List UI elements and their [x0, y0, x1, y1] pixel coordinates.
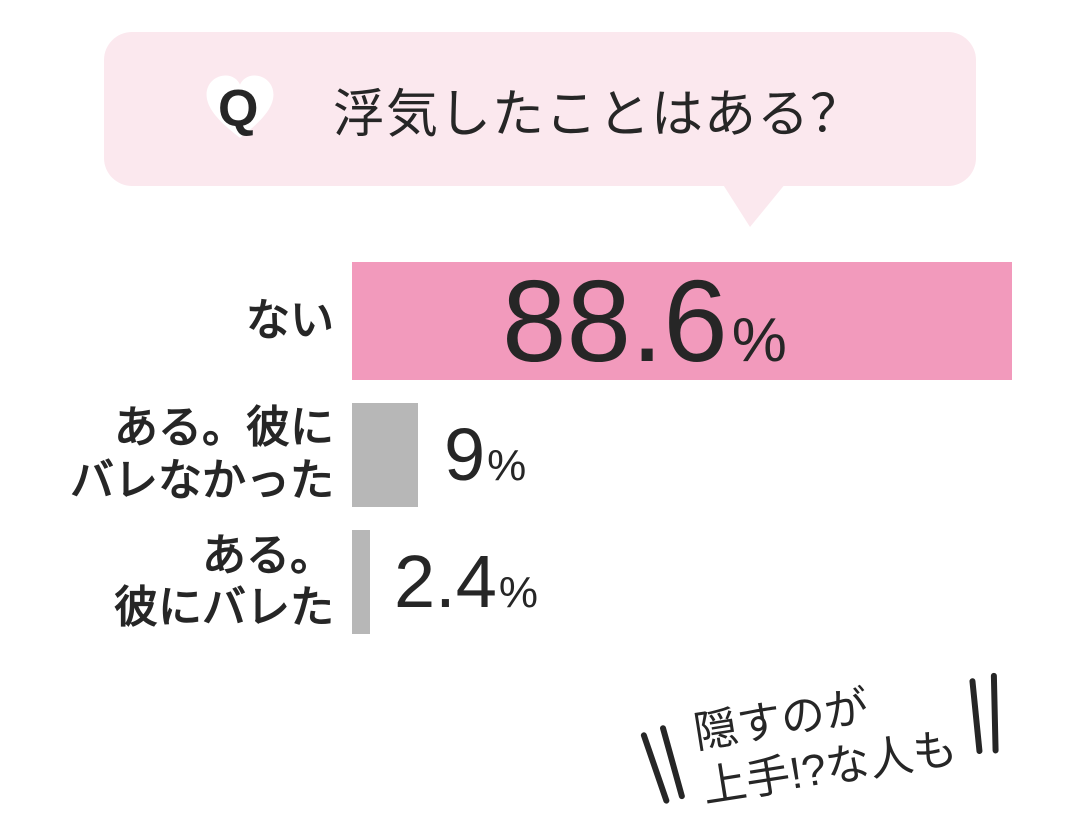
bar-area: 2.4 % [352, 530, 1080, 634]
value-group: 9 % [444, 418, 526, 492]
percent-sign: % [732, 310, 787, 372]
value-number: 9 [444, 418, 485, 492]
row-label: ある。 彼にバレた [0, 530, 352, 636]
question-bubble: Q 浮気したことはある？ [104, 32, 976, 186]
emphasis-mark-left-icon [632, 716, 689, 817]
bar [352, 403, 418, 507]
bar-chart: ない 88.6 % ある。彼に バレなかった 9 % ある。 彼にバレた 2.4… [0, 262, 1080, 657]
bar-area: 9 % [352, 403, 1080, 507]
chart-row: ない 88.6 % [0, 262, 1080, 380]
value-number: 88.6 [502, 263, 728, 379]
chart-row: ある。彼に バレなかった 9 % [0, 402, 1080, 508]
note-text: 隠すのが 上手!?な人も [690, 667, 961, 816]
question-icon-letter: Q [218, 79, 258, 139]
emphasis-mark-right-icon [963, 664, 1020, 765]
percent-sign: % [487, 444, 526, 488]
row-label: ない [0, 295, 352, 348]
bar [352, 530, 370, 634]
bar-area: 88.6 % [352, 262, 1080, 380]
question-text: 浮気したことはある？ [333, 72, 863, 147]
commentary-note: 隠すのが 上手!?な人も [631, 657, 1020, 825]
percent-sign: % [499, 571, 538, 615]
value-number: 2.4 [394, 545, 497, 619]
value-group: 88.6 % [502, 263, 787, 379]
chart-row: ある。 彼にバレた 2.4 % [0, 530, 1080, 636]
value-group: 2.4 % [394, 545, 538, 619]
row-label: ある。彼に バレなかった [0, 402, 352, 508]
